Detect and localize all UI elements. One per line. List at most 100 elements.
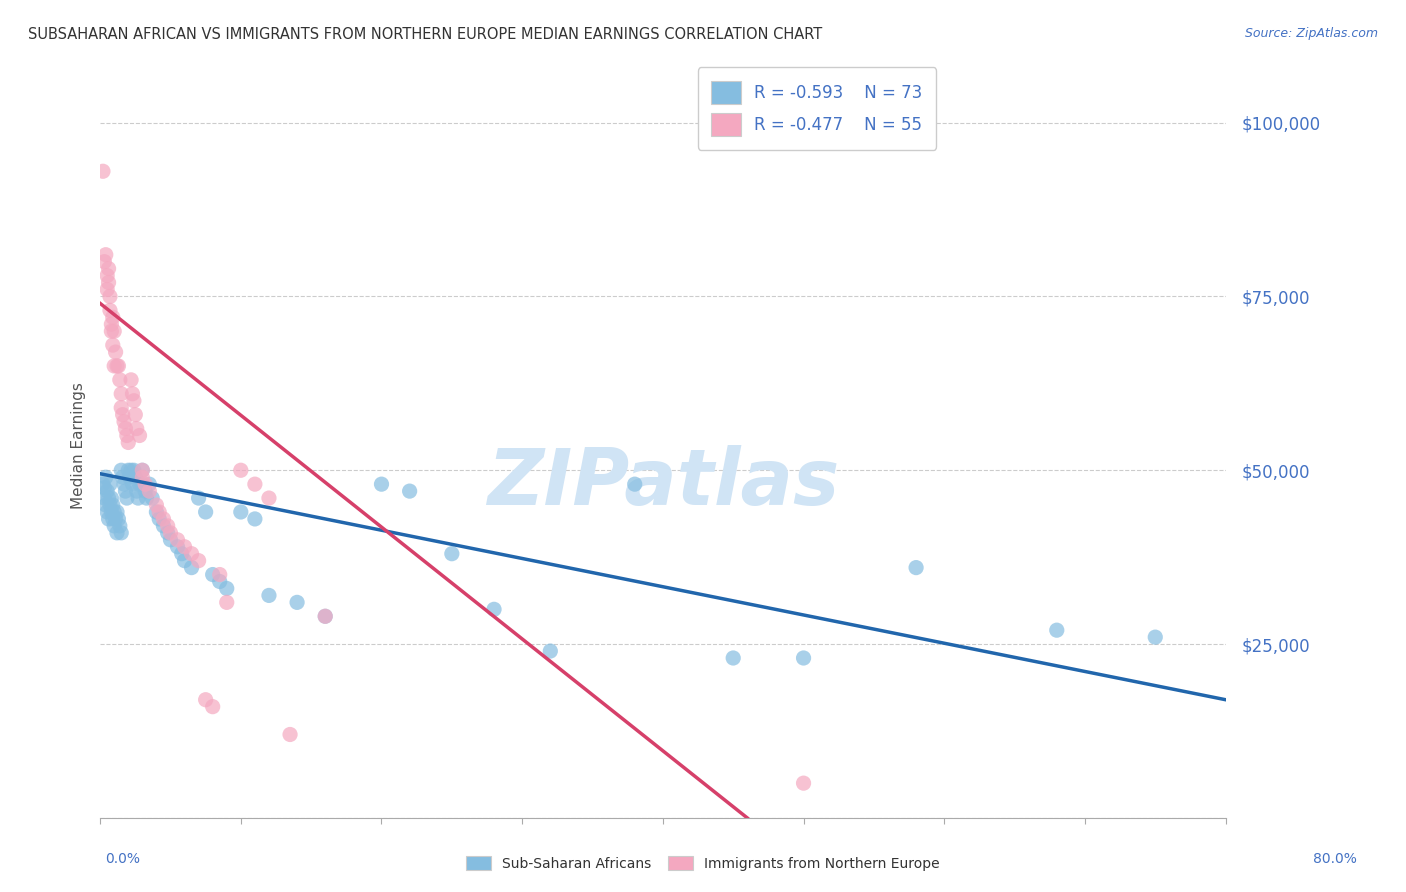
Text: ZIPatlas: ZIPatlas [486, 445, 839, 521]
Point [1144, 630, 1167, 644]
Point [538, 644, 561, 658]
Point [159, 525, 181, 540]
Point [131, 470, 153, 484]
Point [148, 512, 170, 526]
Point [94, 470, 117, 484]
Point [370, 477, 392, 491]
Point [145, 498, 167, 512]
Point [101, 310, 124, 325]
Point [114, 421, 136, 435]
Point [314, 609, 336, 624]
Point [257, 589, 280, 603]
Point [96, 505, 118, 519]
Point [623, 477, 645, 491]
Y-axis label: Median Earnings: Median Earnings [72, 383, 86, 509]
Point [101, 498, 124, 512]
Text: SUBSAHARAN AFRICAN VS IMMIGRANTS FROM NORTHERN EUROPE MEDIAN EARNINGS CORRELATIO: SUBSAHARAN AFRICAN VS IMMIGRANTS FROM NO… [28, 27, 823, 42]
Point [101, 338, 124, 352]
Point [98, 498, 121, 512]
Point [166, 533, 188, 547]
Point [100, 491, 122, 505]
Point [152, 519, 174, 533]
Point [121, 477, 143, 491]
Point [156, 525, 179, 540]
Point [105, 525, 128, 540]
Point [201, 699, 224, 714]
Point [148, 505, 170, 519]
Point [243, 477, 266, 491]
Legend: R = -0.593    N = 73, R = -0.477    N = 55: R = -0.593 N = 73, R = -0.477 N = 55 [697, 68, 936, 150]
Point [105, 359, 128, 373]
Point [100, 317, 122, 331]
Point [278, 727, 301, 741]
Point [97, 261, 120, 276]
Point [173, 554, 195, 568]
Point [482, 602, 505, 616]
Point [215, 595, 238, 609]
Point [257, 491, 280, 505]
Point [93, 491, 115, 505]
Point [101, 512, 124, 526]
Point [108, 373, 131, 387]
Point [208, 567, 231, 582]
Point [285, 595, 308, 609]
Point [125, 484, 148, 499]
Point [104, 512, 127, 526]
Point [97, 512, 120, 526]
Point [110, 401, 132, 415]
Point [194, 692, 217, 706]
Point [104, 345, 127, 359]
Point [314, 609, 336, 624]
Point [91, 477, 114, 491]
Point [180, 560, 202, 574]
Point [131, 463, 153, 477]
Point [115, 428, 138, 442]
Text: 80.0%: 80.0% [1313, 852, 1357, 866]
Text: Source: ZipAtlas.com: Source: ZipAtlas.com [1244, 27, 1378, 40]
Point [120, 373, 142, 387]
Point [103, 359, 125, 373]
Point [173, 540, 195, 554]
Point [138, 484, 160, 499]
Point [93, 254, 115, 268]
Point [138, 477, 160, 491]
Text: 0.0%: 0.0% [105, 852, 141, 866]
Point [201, 567, 224, 582]
Point [96, 283, 118, 297]
Point [440, 547, 463, 561]
Point [111, 408, 134, 422]
Point [145, 505, 167, 519]
Point [131, 477, 153, 491]
Point [98, 303, 121, 318]
Legend: Sub-Saharan Africans, Immigrants from Northern Europe: Sub-Saharan Africans, Immigrants from No… [461, 850, 945, 876]
Point [107, 359, 129, 373]
Point [159, 533, 181, 547]
Point [187, 554, 209, 568]
Point [98, 477, 121, 491]
Point [208, 574, 231, 589]
Point [93, 481, 115, 495]
Point [110, 525, 132, 540]
Point [170, 547, 193, 561]
Point [120, 463, 142, 477]
Point [122, 393, 145, 408]
Point [112, 477, 135, 491]
Point [91, 164, 114, 178]
Point [115, 491, 138, 505]
Point [112, 415, 135, 429]
Point [134, 477, 156, 491]
Point [103, 505, 125, 519]
Point [125, 421, 148, 435]
Point [117, 463, 139, 477]
Point [110, 463, 132, 477]
Point [100, 324, 122, 338]
Point [105, 505, 128, 519]
Point [103, 519, 125, 533]
Point [100, 505, 122, 519]
Point [793, 651, 815, 665]
Point [721, 651, 744, 665]
Point [194, 505, 217, 519]
Point [117, 435, 139, 450]
Point [128, 428, 150, 442]
Point [96, 484, 118, 499]
